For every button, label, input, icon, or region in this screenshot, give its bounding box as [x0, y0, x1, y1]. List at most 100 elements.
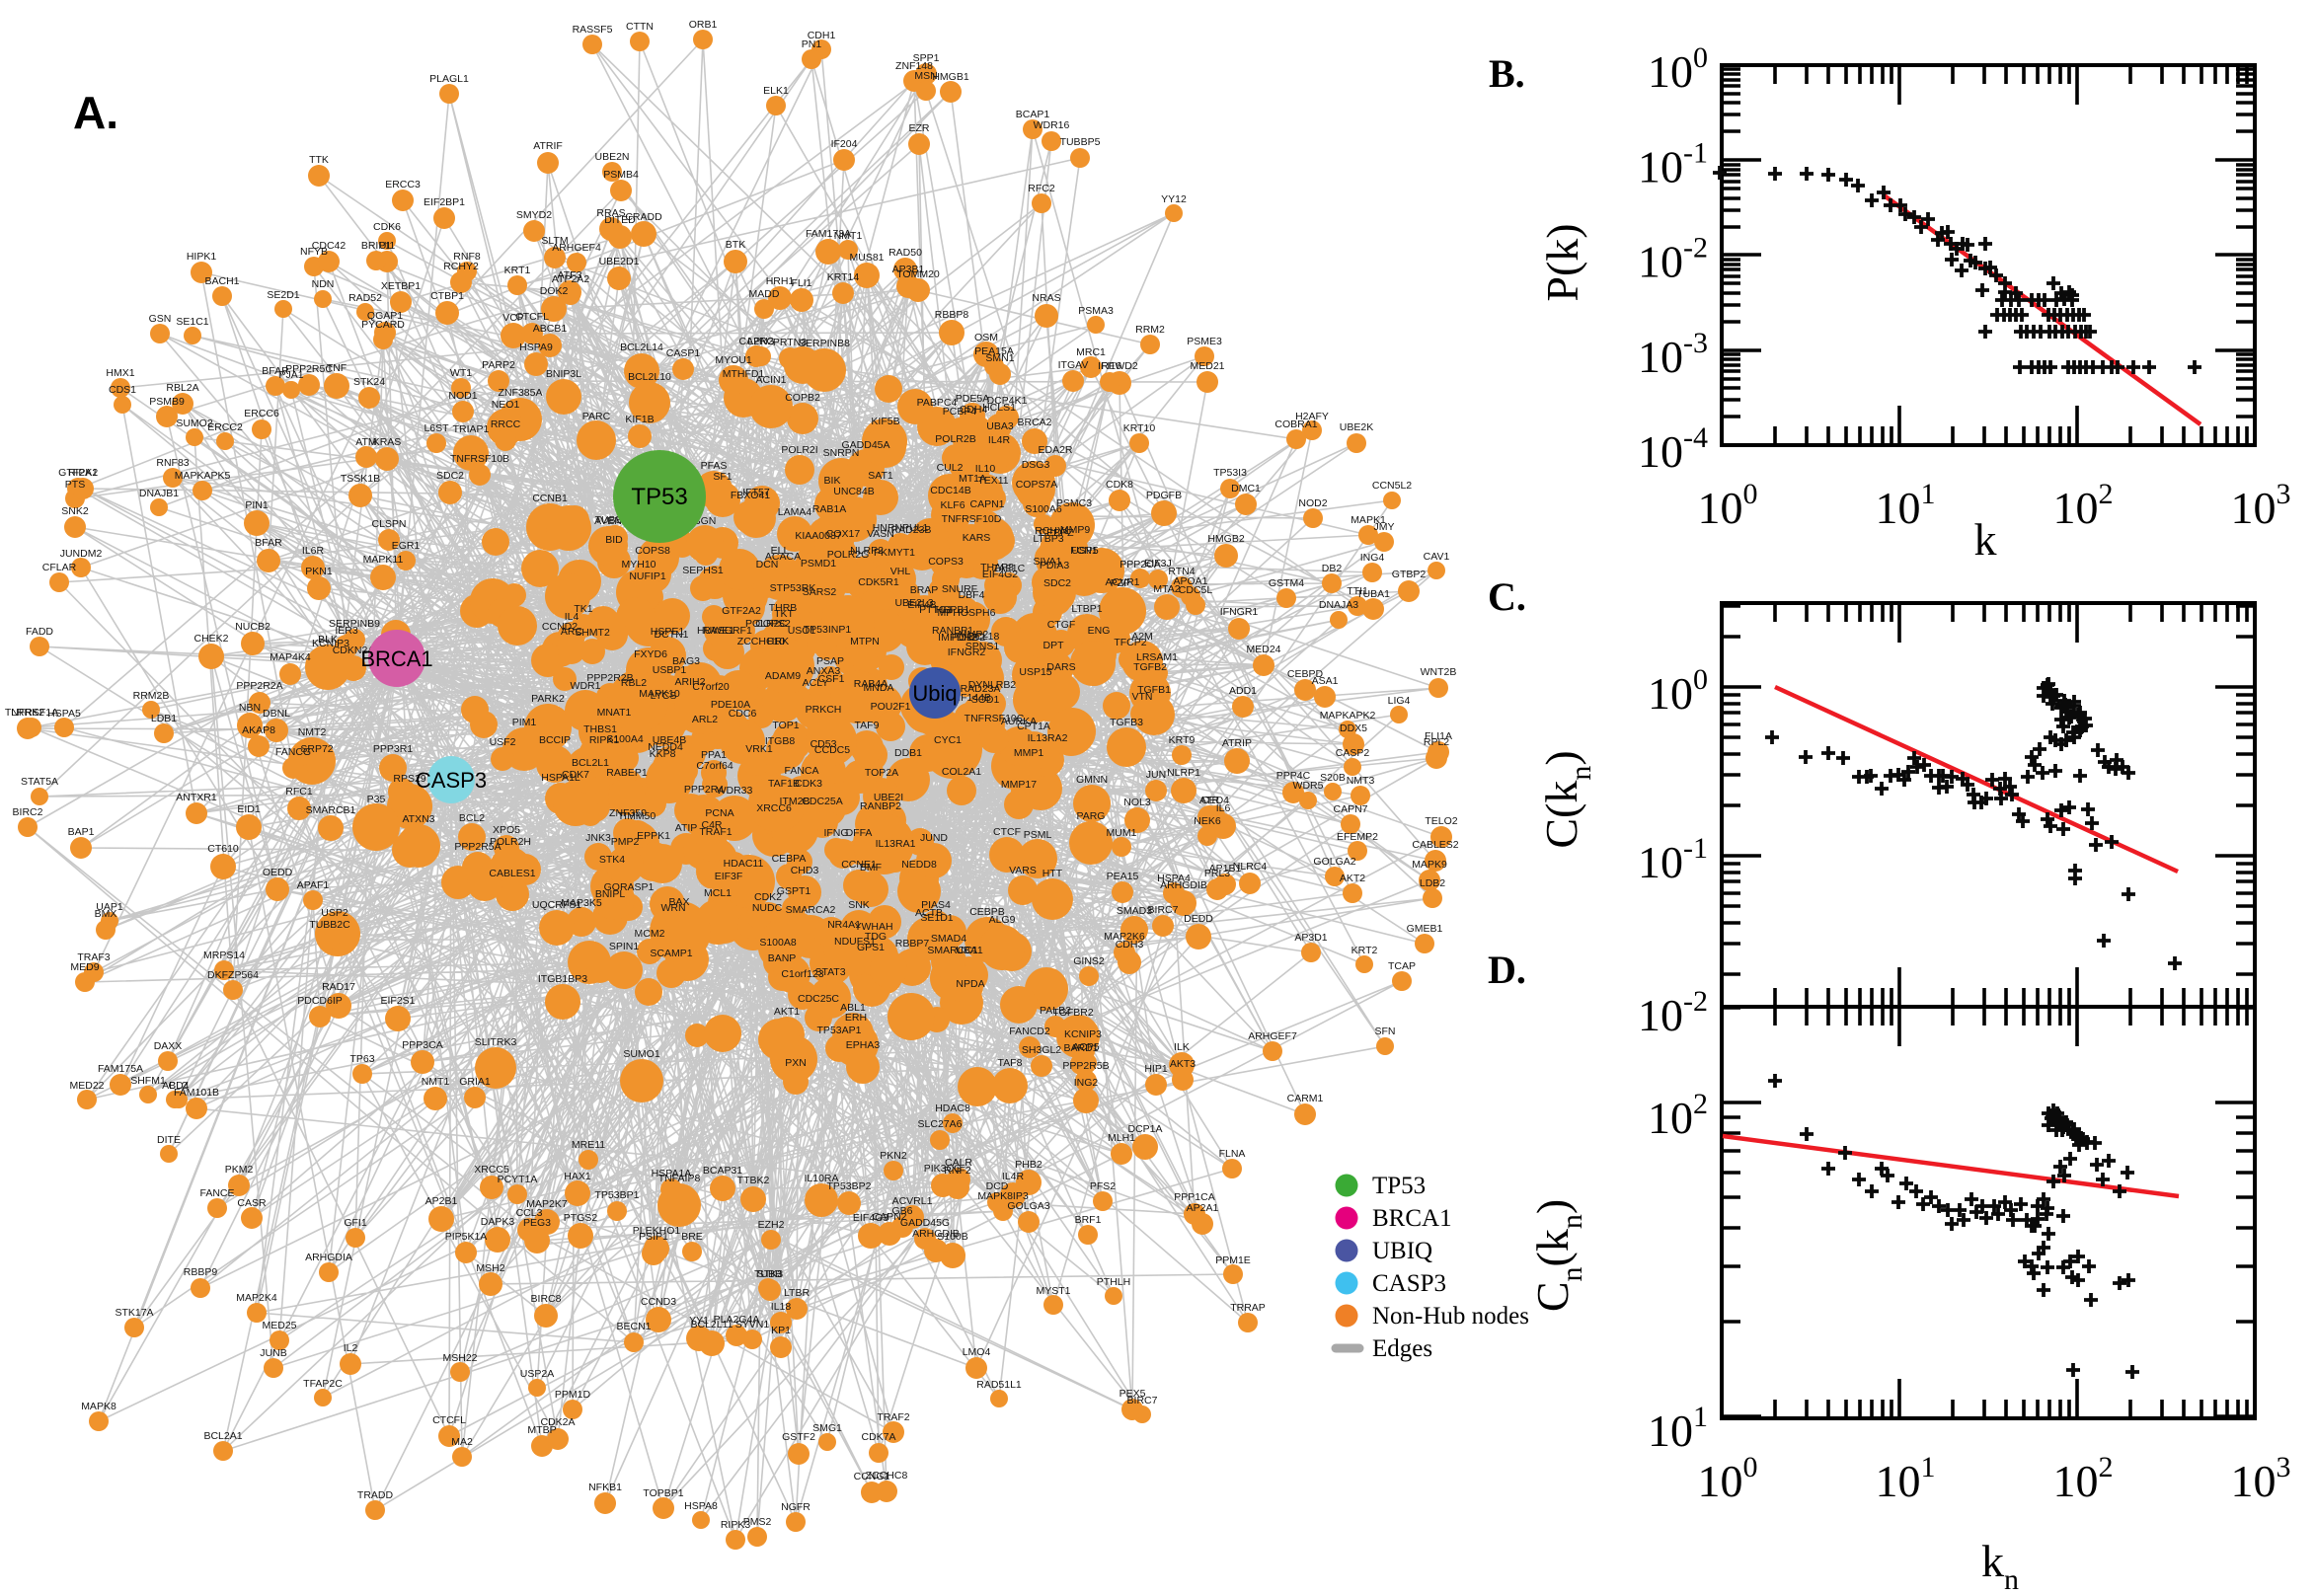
svg-text:AP2A1: AP2A1 [1187, 1202, 1219, 1214]
svg-text:STAT5A: STAT5A [21, 776, 58, 788]
svg-text:ARHGDIB: ARHGDIB [1160, 879, 1207, 891]
svg-text:CDC6: CDC6 [729, 708, 757, 720]
svg-text:MAPKAPK2: MAPKAPK2 [1320, 710, 1376, 722]
svg-text:SMAD3: SMAD3 [1117, 905, 1152, 917]
svg-text:ALG9: ALG9 [989, 914, 1016, 926]
svg-text:HDAC11: HDAC11 [724, 858, 764, 870]
svg-text:YY1: YY1 [689, 1315, 709, 1327]
svg-text:MAP3K5: MAP3K5 [561, 897, 602, 909]
svg-text:LTBP3: LTBP3 [1033, 533, 1063, 545]
svg-text:USP2A: USP2A [520, 1368, 554, 1380]
svg-text:MYST1: MYST1 [1036, 1285, 1070, 1297]
svg-text:BCL2L10: BCL2L10 [628, 371, 671, 383]
svg-text:FLNA: FLNA [1219, 1148, 1246, 1160]
svg-text:UBA3: UBA3 [986, 420, 1014, 432]
svg-text:ACIN1: ACIN1 [756, 374, 787, 386]
svg-text:KARS: KARS [963, 532, 991, 544]
svg-text:ATRIP: ATRIP [1222, 737, 1252, 749]
svg-text:XETBP1: XETBP1 [381, 280, 421, 292]
svg-text:EIF2S1: EIF2S1 [380, 995, 415, 1007]
svg-text:SARS2: SARS2 [803, 586, 837, 598]
svg-text:EIF2BP1: EIF2BP1 [424, 196, 465, 208]
svg-text:TP63: TP63 [349, 1053, 374, 1065]
svg-text:NUCB2: NUCB2 [235, 621, 270, 633]
svg-text:PARC: PARC [582, 411, 611, 422]
svg-text:CED4: CED4 [1201, 795, 1229, 806]
svg-text:EIF3F: EIF3F [715, 871, 743, 882]
svg-text:MAP2K6: MAP2K6 [1104, 931, 1145, 943]
svg-text:TFCP2: TFCP2 [1114, 637, 1146, 648]
svg-text:DAPK3: DAPK3 [481, 1216, 515, 1228]
svg-text:SMAD4: SMAD4 [931, 933, 966, 945]
svg-text:IL10: IL10 [975, 463, 996, 475]
svg-text:XRCC6: XRCC6 [756, 802, 792, 814]
svg-text:BRF1: BRF1 [1075, 1214, 1102, 1226]
svg-text:MED22: MED22 [69, 1080, 104, 1092]
svg-text:BFAR: BFAR [262, 365, 289, 377]
svg-text:ATM: ATM [355, 436, 376, 448]
svg-text:AP3D1: AP3D1 [1294, 932, 1327, 944]
svg-text:AKT3: AKT3 [1170, 1058, 1196, 1070]
svg-text:PSMC3: PSMC3 [1056, 497, 1092, 509]
svg-text:RNF83: RNF83 [156, 457, 189, 469]
svg-text:ATIP: ATIP [675, 822, 698, 834]
svg-text:RPS29: RPS29 [393, 773, 425, 785]
svg-text:AKT2: AKT2 [1340, 873, 1365, 884]
svg-text:ATR: ATR [1199, 795, 1220, 806]
svg-text:CTCFL: CTCFL [515, 311, 549, 323]
svg-text:FBXO41: FBXO41 [731, 490, 770, 501]
svg-text:TCAP: TCAP [1388, 960, 1416, 972]
svg-text:ARHGEF7: ARHGEF7 [1248, 1030, 1297, 1042]
svg-text:MAPK8: MAPK8 [81, 1401, 116, 1412]
svg-text:RIPK3: RIPK3 [721, 1519, 751, 1531]
svg-text:SE2D1: SE2D1 [267, 289, 299, 301]
svg-text:MED21: MED21 [1190, 360, 1224, 372]
svg-text:BMF: BMF [860, 862, 882, 874]
svg-text:CALR: CALR [945, 1157, 972, 1169]
svg-text:MPHOSPH6: MPHOSPH6 [938, 607, 996, 619]
svg-text:SIVA1: SIVA1 [1034, 556, 1062, 568]
svg-text:FLI1A: FLI1A [1425, 730, 1452, 742]
svg-text:MSN: MSN [914, 70, 937, 82]
svg-text:BNIPL: BNIPL [595, 888, 626, 900]
svg-text:CHD3: CHD3 [791, 865, 819, 876]
svg-text:PSMA3: PSMA3 [1078, 305, 1114, 317]
svg-text:TAF1B: TAF1B [768, 778, 800, 790]
svg-text:KRT1: KRT1 [504, 265, 531, 276]
svg-text:CDK2: CDK2 [754, 891, 782, 903]
svg-text:AURKA: AURKA [1001, 716, 1037, 727]
svg-text:IL6: IL6 [1216, 802, 1231, 814]
svg-text:RPL2: RPL2 [1424, 736, 1449, 748]
svg-text:MTA2: MTA2 [1153, 583, 1180, 595]
svg-text:SPIN1: SPIN1 [609, 941, 640, 952]
svg-text:ACVRL1: ACVRL1 [892, 1195, 933, 1207]
svg-text:RRCC: RRCC [491, 418, 521, 430]
svg-text:FXYD6: FXYD6 [634, 648, 667, 660]
svg-text:PTHLH: PTHLH [1097, 1276, 1130, 1288]
svg-text:SNURF: SNURF [942, 583, 977, 595]
svg-text:DB2: DB2 [1322, 563, 1343, 574]
svg-text:JUN: JUN [1146, 769, 1166, 781]
svg-text:EZH2: EZH2 [758, 1219, 785, 1231]
svg-text:TDG: TDG [865, 931, 887, 943]
svg-text:TTBK2: TTBK2 [737, 1175, 770, 1186]
svg-text:YY12: YY12 [1161, 193, 1187, 205]
svg-text:DKFZP564: DKFZP564 [207, 969, 259, 981]
svg-text:DNAJA3: DNAJA3 [1319, 599, 1358, 611]
svg-text:KRT2: KRT2 [1351, 945, 1378, 956]
svg-text:BARD1: BARD1 [1063, 1042, 1098, 1054]
svg-text:MSH2: MSH2 [476, 1262, 504, 1274]
svg-text:CYC1: CYC1 [934, 734, 962, 746]
svg-text:C4R: C4R [701, 819, 722, 831]
svg-text:WDR16: WDR16 [1034, 119, 1070, 131]
svg-text:KLF6: KLF6 [940, 499, 965, 511]
svg-text:UBE4B: UBE4B [653, 734, 686, 746]
svg-text:HAX1: HAX1 [564, 1171, 591, 1182]
svg-text:BIRC2: BIRC2 [13, 806, 43, 818]
svg-text:PPM1D: PPM1D [555, 1389, 591, 1401]
svg-text:PXN: PXN [785, 1057, 807, 1069]
svg-text:EDA2R: EDA2R [1038, 444, 1072, 456]
svg-text:PIN1: PIN1 [245, 499, 269, 511]
svg-text:RABEP1: RABEP1 [606, 767, 648, 779]
svg-text:POLR2H: POLR2H [490, 836, 531, 848]
